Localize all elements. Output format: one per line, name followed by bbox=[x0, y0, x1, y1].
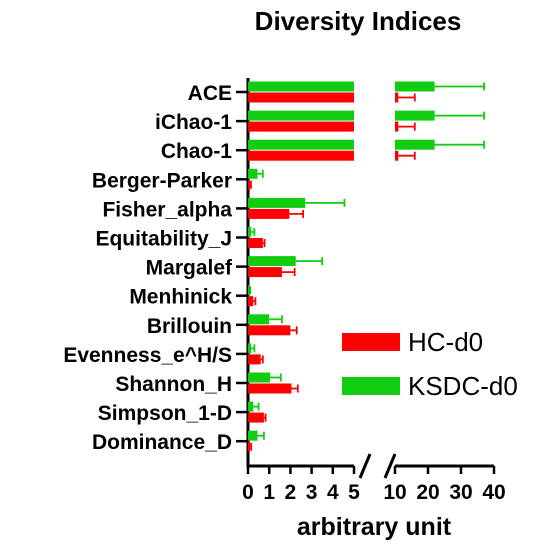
category-label: iChao-1 bbox=[155, 111, 232, 134]
legend-swatch bbox=[342, 333, 400, 351]
bar-ksdc-d0 bbox=[248, 227, 252, 237]
bar-hc-d0 bbox=[248, 208, 290, 219]
bar-ksdc-d0 bbox=[248, 285, 250, 296]
bar-ksdc-d0 bbox=[395, 110, 435, 121]
x-tick-label: 1 bbox=[263, 481, 275, 504]
category-label: Shannon_H bbox=[115, 373, 232, 396]
bar-hc-d0 bbox=[248, 238, 263, 248]
bar-ksdc-d0 bbox=[248, 372, 271, 383]
bar-ksdc-d0 bbox=[395, 139, 435, 150]
bar-ksdc-d0 bbox=[248, 197, 306, 208]
bar-ksdc-d0 bbox=[248, 256, 296, 267]
x-tick-label: 30 bbox=[449, 481, 472, 504]
bar-hc-d0 bbox=[248, 412, 264, 423]
bar-hc-d0 bbox=[248, 179, 251, 190]
bar-ksdc-d0 bbox=[248, 430, 258, 441]
bar-ksdc-d0 bbox=[248, 168, 258, 179]
category-labels: ACE iChao-1 Chao-1 Berger-Parker Fisher_alph… bbox=[63, 82, 233, 454]
legend-swatch bbox=[342, 377, 400, 395]
bar-hc-d0 bbox=[248, 441, 251, 452]
bar-hc-d0 bbox=[248, 354, 261, 365]
bar-hc-d0 bbox=[395, 92, 399, 103]
bar-ksdc-d0 bbox=[248, 139, 354, 150]
chart-title: Diversity Indices bbox=[255, 6, 462, 36]
category-label: ACE bbox=[188, 82, 232, 105]
x-tick-label: 2 bbox=[285, 481, 297, 504]
x-ticks: 0 1 2 3 4 5 10 20 30 40 bbox=[242, 466, 506, 504]
x-tick-label: 4 bbox=[327, 481, 339, 504]
bar-ksdc-d0 bbox=[395, 81, 435, 92]
x-tick-label: 3 bbox=[306, 481, 318, 504]
bar-hc-d0 bbox=[248, 267, 282, 278]
bar-hc-d0 bbox=[248, 150, 354, 161]
bar-hc-d0 bbox=[248, 92, 354, 103]
bar-hc-d0 bbox=[248, 296, 254, 307]
category-label: Equitability_J bbox=[95, 228, 232, 251]
x-tick-label: 5 bbox=[348, 481, 360, 504]
category-label: Margalef bbox=[146, 257, 233, 280]
bar-hc-d0 bbox=[395, 121, 399, 132]
legend: HC-d0 KSDC-d0 bbox=[342, 327, 518, 401]
axis-break-mark bbox=[358, 453, 372, 479]
bars bbox=[248, 81, 486, 452]
category-label: Menhinick bbox=[129, 286, 232, 309]
bar-ksdc-d0 bbox=[248, 110, 354, 121]
category-label: Brillouin bbox=[147, 315, 232, 338]
category-label: Dominance_D bbox=[92, 431, 232, 454]
bar-ksdc-d0 bbox=[248, 343, 252, 354]
bar-ksdc-d0 bbox=[248, 401, 254, 412]
category-label: Simpson_1-D bbox=[98, 402, 232, 425]
x-axis-label: arbitrary unit bbox=[297, 513, 452, 541]
category-label: Chao-1 bbox=[161, 140, 232, 163]
axes bbox=[236, 78, 494, 479]
legend-label: KSDC-d0 bbox=[408, 371, 518, 401]
bar-ksdc-d0 bbox=[248, 314, 270, 325]
x-tick-label: 40 bbox=[482, 481, 505, 504]
category-label: Fisher_alpha bbox=[102, 198, 232, 221]
axis-break-mark bbox=[383, 453, 397, 479]
category-label: Berger-Parker bbox=[92, 169, 232, 192]
bar-ksdc-d0 bbox=[248, 81, 354, 92]
bar-hc-d0 bbox=[248, 383, 292, 394]
category-label: Evenness_e^H/S bbox=[63, 344, 232, 367]
bar-hc-d0 bbox=[248, 325, 291, 336]
legend-label: HC-d0 bbox=[408, 327, 483, 357]
x-tick-label: 10 bbox=[383, 481, 406, 504]
bar-hc-d0 bbox=[395, 150, 399, 161]
bar-hc-d0 bbox=[248, 121, 354, 132]
x-tick-label: 20 bbox=[416, 481, 439, 504]
x-tick-label: 0 bbox=[242, 481, 254, 504]
